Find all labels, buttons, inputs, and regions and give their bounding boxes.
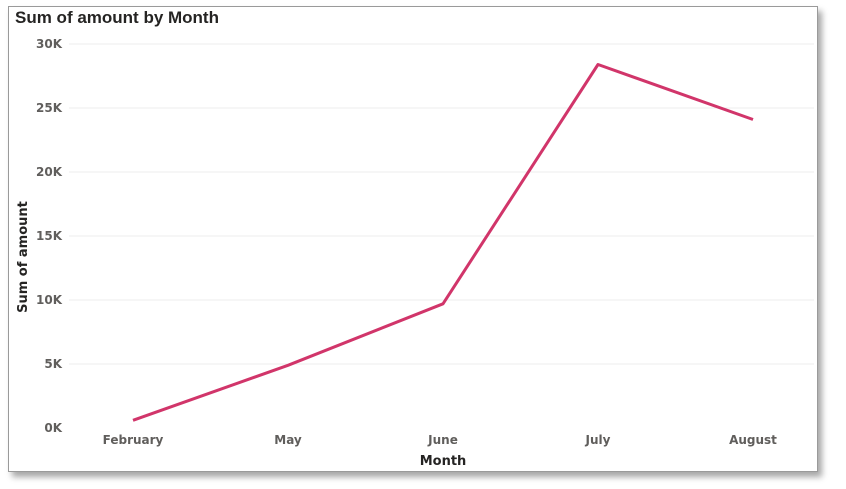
data-point[interactable]	[749, 116, 757, 124]
x-tick-label: August	[729, 433, 777, 447]
series-line[interactable]	[132, 63, 754, 422]
x-axis-ticks: February May June July August	[103, 433, 778, 447]
y-tick-label: 30K	[36, 37, 63, 51]
data-point[interactable]	[594, 60, 602, 68]
series-layer	[129, 60, 757, 424]
gridlines	[69, 43, 814, 365]
y-tick-label: 20K	[36, 165, 63, 179]
data-point[interactable]	[439, 300, 447, 308]
data-point[interactable]	[129, 416, 137, 424]
y-axis-ticks: 0K 5K 10K 15K 20K 25K 30K	[36, 37, 63, 435]
y-axis-title: Sum of amount	[16, 201, 31, 313]
line-chart: 0K 5K 10K 15K 20K 25K 30K February May June July A…	[16, 37, 814, 469]
chart-card: Sum of amount by Month 0K 5K 10K 15K 20K 25K 3…	[8, 6, 818, 472]
data-point[interactable]	[284, 361, 292, 369]
chart-title: Sum of amount by Month	[15, 8, 219, 27]
x-tick-label: February	[103, 433, 164, 447]
x-tick-label: May	[274, 433, 302, 447]
y-tick-label: 25K	[36, 101, 63, 115]
y-tick-label: 5K	[44, 357, 62, 371]
x-tick-label: June	[427, 433, 458, 447]
y-tick-label: 15K	[36, 229, 63, 243]
x-tick-label: July	[585, 433, 611, 447]
y-tick-label: 0K	[44, 421, 62, 435]
x-axis-title: Month	[420, 454, 467, 469]
y-tick-label: 10K	[36, 293, 63, 307]
